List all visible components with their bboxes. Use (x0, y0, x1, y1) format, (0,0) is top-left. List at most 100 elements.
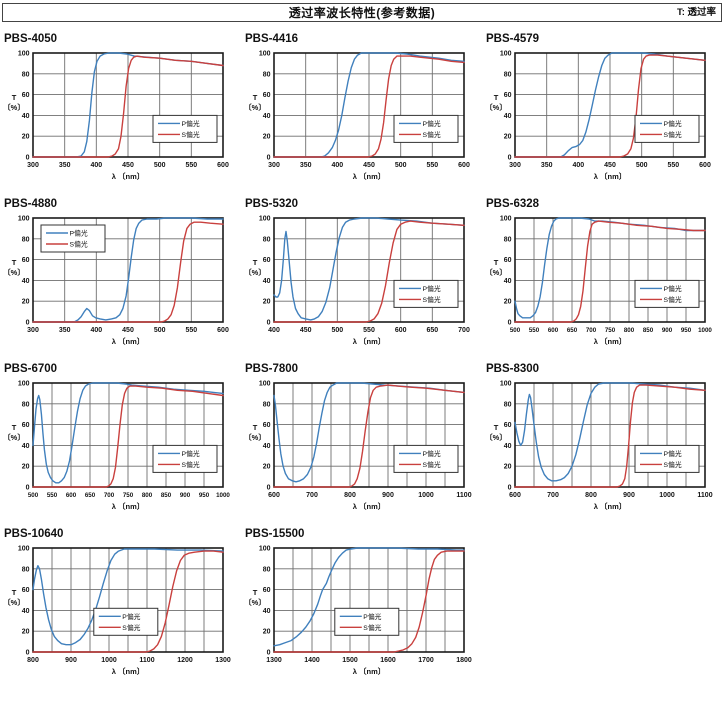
y-tick-label: 60 (22, 422, 30, 429)
legend-box (634, 444, 700, 473)
y-tick-label: 80 (504, 71, 512, 78)
legend-box (634, 114, 700, 143)
x-tick-label: 800 (624, 327, 635, 334)
y-tick-label: 40 (504, 443, 512, 450)
s-curve (273, 55, 465, 158)
x-tick-label: 600 (268, 492, 280, 499)
y-tick-label: 0 (26, 155, 30, 162)
chart-title: PBS-8300 (486, 363, 540, 375)
y-tick-label: 100 (18, 216, 30, 223)
y-axis-label: T (253, 93, 258, 102)
x-tick-label: 800 (142, 492, 153, 499)
s-curve (32, 550, 224, 653)
x-tick-label: 1000 (216, 492, 230, 499)
chart-cell: PBS-6328 0 20 40 60 80 100 500 550 600 650 700 750 8… (483, 192, 724, 357)
y-tick-label: 0 (267, 485, 271, 492)
x-tick-label: 750 (123, 492, 134, 499)
x-tick-label: 1700 (418, 657, 434, 664)
y-axis-label: T (253, 423, 258, 432)
x-tick-label: 1100 (697, 492, 712, 499)
y-axis-label: T (12, 588, 17, 597)
y-axis-label: 〔%〕 (244, 432, 266, 442)
x-tick-label: 500 (331, 327, 343, 334)
y-tick-label: 40 (263, 443, 271, 450)
y-tick-label: 60 (504, 422, 512, 429)
p-curve (514, 382, 706, 482)
x-tick-label: 900 (662, 327, 673, 334)
x-tick-label: 1000 (418, 492, 434, 499)
y-tick-label: 80 (22, 71, 30, 78)
plot-border (514, 217, 706, 323)
x-tick-label: 350 (59, 327, 71, 334)
y-tick-label: 60 (504, 257, 512, 264)
x-tick-label: 400 (90, 162, 102, 169)
y-axis-label: 〔%〕 (485, 432, 507, 442)
page-title: 透过率波长特性(参考数据) (288, 6, 436, 20)
chart-cell: PBS-4880 0 20 40 60 80 100 300 350 400 450 500 550 6… (1, 192, 242, 357)
legend-box (393, 444, 459, 473)
y-tick-label: 40 (22, 278, 30, 285)
s-curve (514, 384, 706, 488)
y-axis-label: 〔%〕 (485, 267, 507, 277)
x-tick-label: 1300 (215, 657, 231, 664)
x-tick-label: 1000 (101, 657, 117, 664)
y-tick-label: 100 (18, 546, 30, 553)
legend-s-label: S偏光 (664, 460, 682, 469)
chart-plot: 0 20 40 60 80 100 800 900 1000 1100 1200 1300 T〔%〕 λ … (3, 546, 231, 677)
x-axis-label: λ 〔nm〕 (353, 171, 386, 181)
x-tick-label: 600 (548, 327, 559, 334)
p-curve (273, 52, 465, 158)
p-curve (514, 52, 706, 158)
x-tick-label: 900 (382, 492, 394, 499)
y-tick-label: 20 (22, 464, 30, 471)
x-tick-label: 400 (268, 327, 280, 334)
y-tick-label: 100 (500, 381, 512, 388)
y-tick-label: 100 (259, 381, 271, 388)
y-tick-label: 0 (26, 485, 30, 492)
chart-plot: 0 20 40 60 80 100 500 550 600 650 700 750 800 850 900 9… (3, 381, 230, 512)
x-tick-label: 500 (28, 492, 39, 499)
x-tick-label: 350 (59, 162, 71, 169)
plot-border (32, 52, 224, 158)
chart-cell: PBS-6700 0 20 40 60 80 100 500 550 600 650 700 750 8… (1, 357, 242, 522)
chart-plot: 0 20 40 60 80 100 500 550 600 650 700 750 800 850 900 9… (485, 216, 712, 347)
y-tick-label: 40 (504, 113, 512, 120)
y-tick-label: 0 (508, 155, 512, 162)
y-tick-label: 20 (504, 299, 512, 306)
x-tick-label: 300 (27, 327, 39, 334)
legend-s-label: S偏光 (423, 460, 441, 469)
legend-p-label: P偏光 (423, 119, 441, 128)
chart-title: PBS-10640 (4, 528, 64, 540)
y-tick-label: 20 (504, 134, 512, 141)
y-tick-label: 60 (263, 257, 271, 264)
x-tick-label: 600 (509, 492, 521, 499)
y-axis-label: 〔%〕 (244, 597, 266, 607)
legend-p-label: P偏光 (423, 449, 441, 458)
s-curve (514, 220, 706, 323)
chart-plot: 0 20 40 60 80 100 600 700 800 900 1000 1100 T〔%〕 λ 〔n… (244, 381, 472, 512)
y-tick-label: 80 (504, 401, 512, 408)
y-axis-label: T (12, 423, 17, 432)
x-tick-label: 550 (363, 327, 375, 334)
x-tick-label: 900 (65, 657, 77, 664)
legend-s-label: S偏光 (664, 130, 682, 139)
title-bar: 透过率波长特性(参考数据) T: 透过率 (2, 3, 722, 22)
x-tick-label: 1400 (304, 657, 320, 664)
x-tick-label: 550 (185, 162, 197, 169)
x-tick-label: 1600 (380, 657, 396, 664)
chart-cell: PBS-4050 0 20 40 60 80 100 300 350 400 450 500 550 6… (1, 27, 242, 192)
x-tick-label: 600 (395, 327, 407, 334)
x-tick-label: 800 (27, 657, 39, 664)
legend-s-label: S偏光 (182, 130, 200, 139)
chart-plot: 0 20 40 60 80 100 300 350 400 450 500 550 600 T〔%〕 λ 〔… (244, 51, 470, 182)
p-curve (32, 548, 224, 646)
p-curve (273, 547, 465, 647)
s-curve (273, 220, 465, 323)
y-tick-label: 60 (22, 257, 30, 264)
legend-p-label: P偏光 (363, 612, 381, 621)
x-tick-label: 1000 (659, 492, 675, 499)
x-tick-label: 300 (509, 162, 521, 169)
y-axis-label: T (253, 588, 258, 597)
s-curve (32, 55, 224, 158)
x-axis-label: λ 〔nm〕 (594, 171, 627, 181)
